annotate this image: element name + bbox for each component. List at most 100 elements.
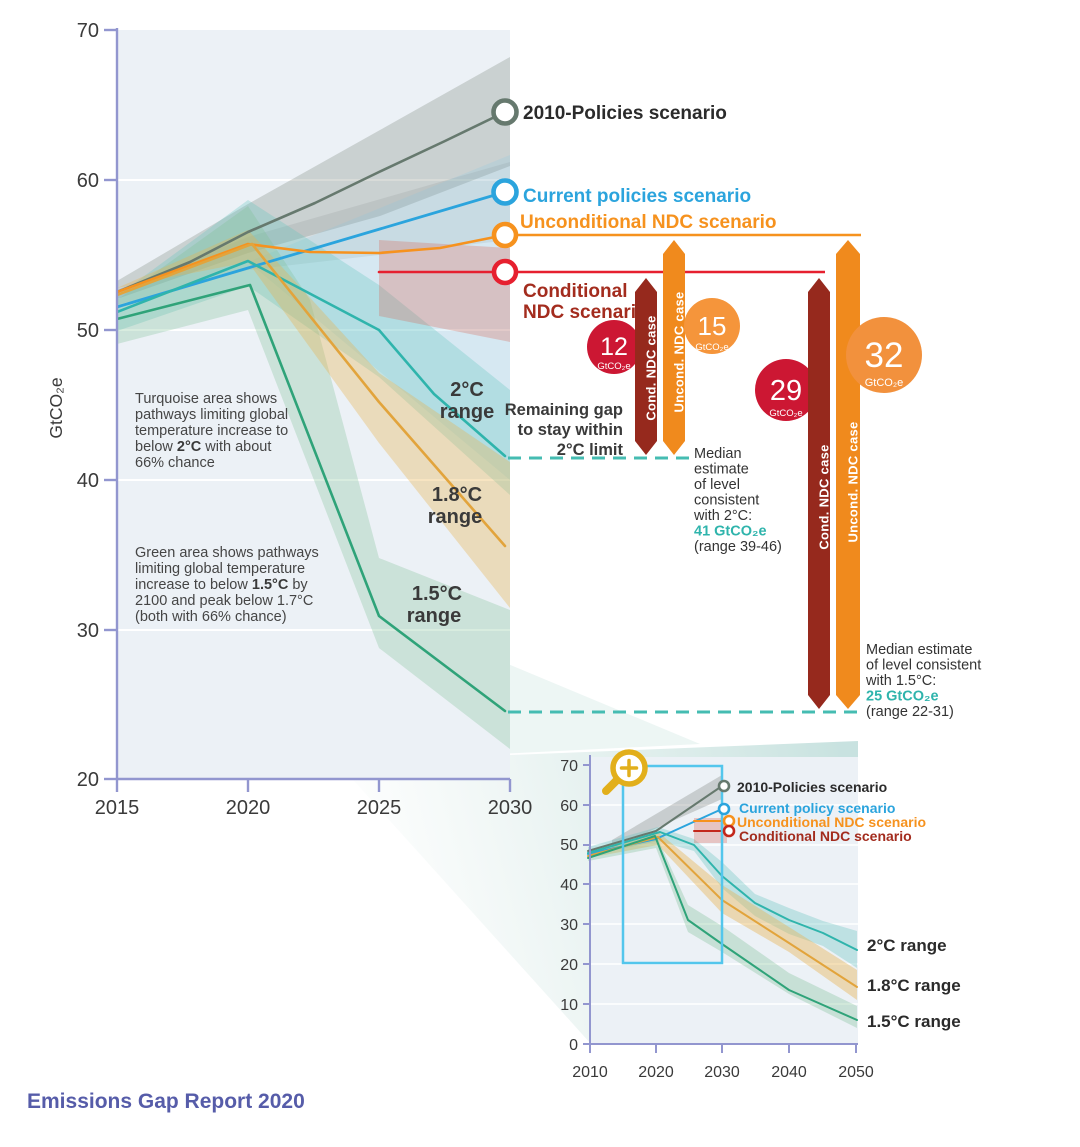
gap-label-line: to stay within (518, 421, 623, 439)
remaining-gap-label: Remaining gap to stay within 2°C limit (505, 401, 624, 459)
policies2010-endpoint (491, 98, 519, 126)
two-deg-median-line (117, 259, 507, 458)
median-15c-line: of level consistent (866, 658, 981, 674)
median-2c-block: Median estimate of level consistent with… (693, 446, 782, 555)
x-tick: 2040 (771, 1064, 807, 1081)
main-y-tick-labels: 70 60 50 40 30 20 (77, 20, 99, 791)
inset-x-tick-labels: 2010 2020 2030 2040 2050 (572, 1064, 874, 1081)
policies2010-label: 2010-Policies scenario (523, 103, 727, 124)
conditional-ndc-label: Conditional (523, 281, 627, 302)
gap-arrows: Cond. NDC case Uncond. NDC case Cond. ND… (635, 240, 861, 709)
unconditional-ndc-label: Unconditional NDC scenario (520, 212, 777, 233)
gap-value-29: 29 (770, 375, 802, 407)
gap-value-12: 12 (600, 333, 628, 361)
x-tick: 2020 (226, 797, 271, 819)
y-tick: 20 (560, 957, 578, 974)
y-axis-label: GtCO₂e (46, 377, 66, 438)
y-tick: 20 (77, 769, 99, 791)
one-eight-deg-median-line (117, 242, 507, 548)
y-tick: 50 (77, 320, 99, 342)
main-axes (104, 28, 512, 792)
range-label-18c: 1.8°C (432, 484, 482, 506)
note-line: 2100 and peak below 1.7°C (135, 593, 313, 609)
cond-ndc-arrow-label: Cond. NDC case (817, 444, 832, 549)
inset-range-2c: 2°C range (867, 936, 947, 955)
median-15c-line: Median estimate (866, 642, 972, 658)
inset-axes (583, 755, 858, 1053)
gap-unit: GtCO₂e (695, 342, 728, 353)
median-15c-line: with 1.5°C: (865, 673, 936, 689)
note-line: (both with 66% chance) (135, 609, 287, 625)
scenario-endpoints (491, 98, 519, 286)
median-15c-value: 25 GtCO₂e (866, 689, 939, 705)
note-line: below 2°C with about (135, 439, 271, 455)
figure-source-title: Emissions Gap Report 2020 (27, 1090, 305, 1113)
y-tick: 60 (77, 170, 99, 192)
x-tick: 2015 (95, 797, 140, 819)
gap-value-32: 32 (865, 336, 904, 375)
annotations: 2010-Policies scenario Current policies … (491, 98, 981, 720)
y-tick: 40 (77, 470, 99, 492)
inset-range-18c: 1.8°C range (867, 976, 961, 995)
conditional-ndc-band (379, 240, 510, 342)
y-tick: 30 (77, 620, 99, 642)
x-tick: 2010 (572, 1064, 608, 1081)
main-gridlines (117, 179, 510, 631)
x-tick: 2030 (704, 1064, 740, 1081)
range-label-18c: range (428, 506, 482, 528)
inset-y-tick-labels: 70 60 50 40 30 20 10 0 (560, 758, 578, 1054)
range-labels: 2°C range 1.8°C range 1.5°C range (407, 379, 494, 627)
inset-two-deg-line (587, 831, 858, 951)
policies2010-band (117, 57, 510, 299)
magnifier-icon (602, 749, 648, 795)
gap-unit: GtCO₂e (769, 408, 802, 419)
median-2c-line: with 2°C: (693, 508, 752, 524)
current-policies-endpoint (491, 178, 519, 206)
note-line: pathways limiting global (135, 407, 288, 423)
inset-policies2010-label: 2010-Policies scenario (737, 779, 887, 795)
y-tick: 0 (569, 1037, 578, 1054)
cond-ndc-arrow-15c (808, 278, 830, 709)
inset-policies2010-line (587, 785, 723, 852)
range-label-2c: range (440, 401, 494, 423)
x-tick: 2050 (838, 1064, 874, 1081)
uncond-ndc-arrow-label: Uncond. NDC case (846, 421, 861, 542)
y-tick: 30 (560, 917, 578, 934)
uncond-ndc-arrow-2c (663, 240, 685, 455)
x-tick: 2025 (357, 797, 402, 819)
gap-value-15: 15 (698, 311, 727, 341)
main-x-tick-labels: 2015 2020 2025 2030 (95, 797, 533, 819)
median-15c-block: Median estimate of level consistent with… (865, 642, 981, 720)
y-tick: 50 (560, 837, 578, 854)
inset-gridlines (590, 804, 858, 1005)
main-chart: 70 60 50 40 30 20 2015 2020 2025 2030 Gt… (46, 20, 532, 819)
green-note: Green area shows pathways limiting globa… (135, 545, 319, 625)
range-label-2c: 2°C (450, 379, 484, 401)
inset-range-15c: 1.5°C range (867, 1012, 961, 1031)
note-line: limiting global temperature (135, 561, 305, 577)
note-line: Turquoise area shows (135, 391, 277, 407)
median-2c-line: estimate (694, 462, 749, 478)
inset-unconditional-label: Unconditional NDC scenario (737, 814, 926, 830)
one-eight-deg-band (117, 230, 510, 608)
one-five-deg-band (117, 206, 510, 749)
y-tick: 40 (560, 877, 578, 894)
gap-circle-15: 15 GtCO₂e (684, 298, 740, 354)
range-label-15c: 1.5°C (412, 583, 462, 605)
median-2c-line: consistent (694, 493, 759, 509)
gap-unit: GtCO₂e (597, 361, 630, 372)
median-2c-line: Median (694, 446, 742, 462)
y-tick: 60 (560, 798, 578, 815)
gap-label-line: 2°C limit (557, 441, 624, 459)
y-tick: 70 (77, 20, 99, 42)
cond-ndc-arrow-label: Cond. NDC case (644, 315, 659, 420)
gap-circle-29: 29 GtCO₂e (755, 359, 817, 421)
unconditional-ndc-endpoint (491, 221, 519, 249)
median-2c-line: of level (694, 477, 740, 493)
gap-circle-12: 12 GtCO₂e (587, 320, 641, 374)
blue-fan-band (248, 155, 510, 480)
inset-current-policy-label: Current policy scenario (739, 800, 895, 816)
current-policies-label: Current policies scenario (523, 186, 751, 207)
uncond-ndc-arrow-label: Uncond. NDC case (672, 291, 687, 412)
